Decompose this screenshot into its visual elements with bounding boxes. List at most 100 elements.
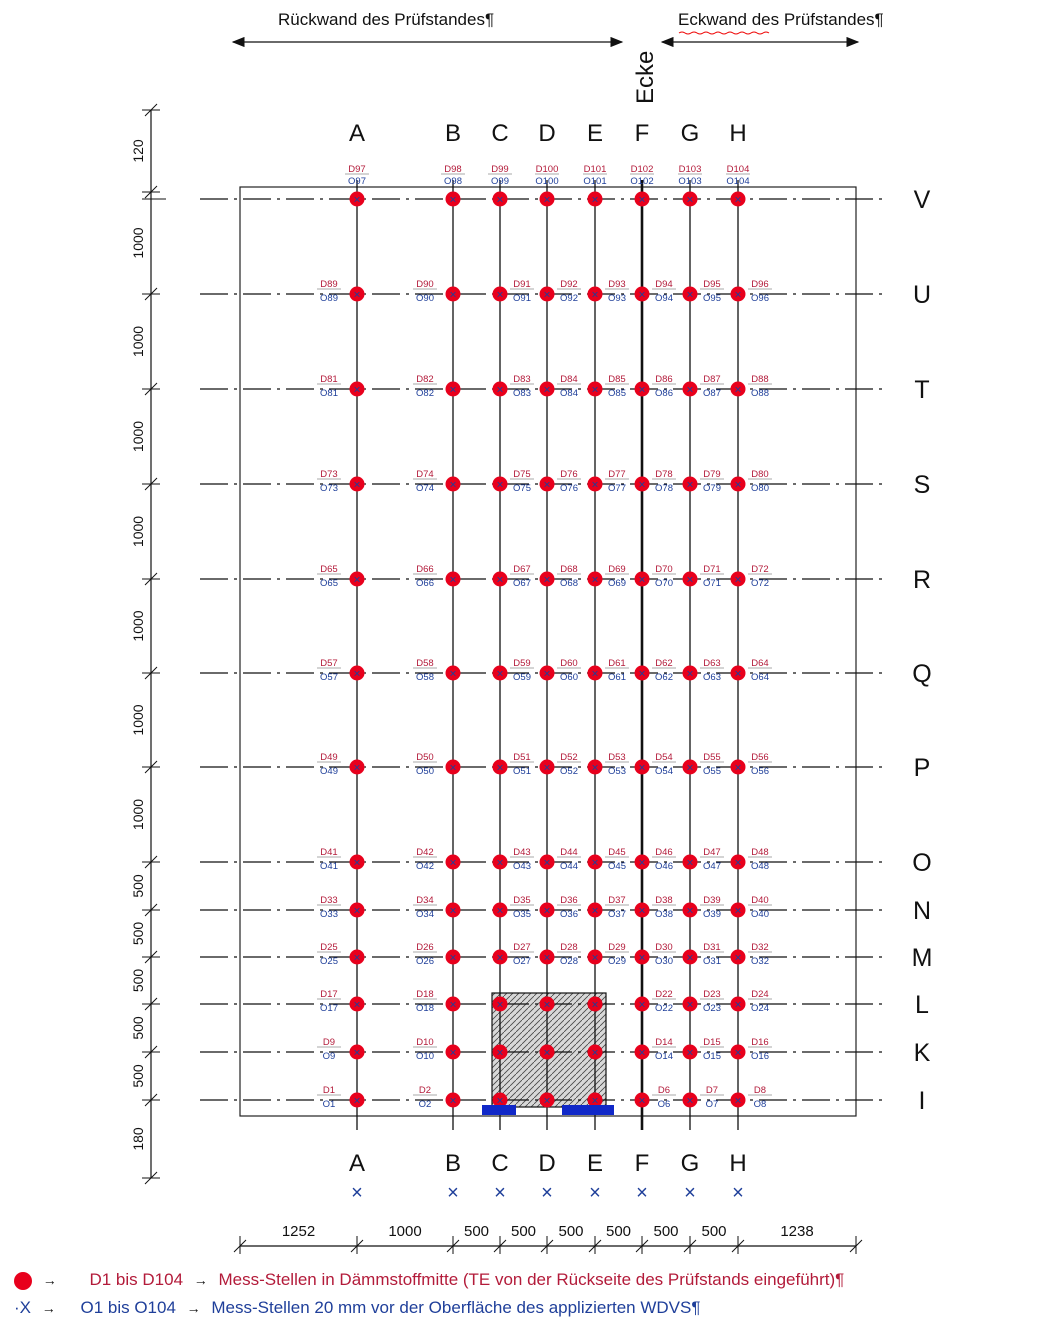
- o-point-label: O25: [320, 956, 338, 967]
- d-point-label: D31: [703, 942, 720, 953]
- row-label: K: [914, 1039, 931, 1067]
- o-point-label: O87: [703, 388, 721, 399]
- measurement-point: [445, 854, 461, 870]
- point-x-mark: ×: [353, 1094, 360, 1108]
- point-x-mark: ×: [591, 904, 598, 918]
- o-point-label: O15: [703, 1051, 721, 1062]
- o-point-label: O7: [706, 1099, 719, 1110]
- o-point-label: O91: [513, 293, 531, 304]
- d-point-label: D55: [703, 752, 720, 763]
- legend-d-range: D1 bis D104: [89, 1270, 184, 1289]
- point-x-mark: ×: [449, 383, 456, 397]
- o-point-label: O99: [491, 176, 509, 187]
- row-label: N: [913, 897, 931, 925]
- measurement-point: [682, 191, 698, 207]
- measurement-point: [634, 286, 650, 302]
- o-point-label: O64: [751, 672, 769, 683]
- left-dimension-slash: [144, 1045, 158, 1059]
- point-x-mark: ×: [543, 478, 550, 492]
- legend-line-o: ·X → O1 bis O104 → Mess-Stellen 20 mm vo…: [14, 1298, 701, 1318]
- d-point-label: D72: [751, 564, 768, 575]
- d-point-label: D82: [416, 374, 433, 385]
- point-x-mark: ×: [734, 667, 741, 681]
- left-dimension-slash: [144, 477, 158, 491]
- point-x-mark: ×: [353, 667, 360, 681]
- point-x-mark: ×: [686, 667, 693, 681]
- point-x-mark: ×: [591, 998, 598, 1012]
- bottom-dimension-value: 500: [511, 1223, 536, 1240]
- d-point-label: D22: [655, 989, 672, 1000]
- bottom-dimension-slash: [540, 1239, 554, 1253]
- o-point-label: O22: [655, 1003, 673, 1014]
- d-point-label: D74: [416, 469, 433, 480]
- left-dimension-value: 500: [130, 874, 146, 898]
- left-dimension-slash: [144, 572, 158, 586]
- measurement-point: [539, 381, 555, 397]
- d-point-label: D95: [703, 279, 720, 290]
- o-point-label: O65: [320, 578, 338, 589]
- column-label-top: F: [635, 120, 650, 147]
- measurement-point: [349, 381, 365, 397]
- base-bar-left: [482, 1105, 516, 1115]
- measurement-point: [492, 1044, 508, 1060]
- d-point-label: D6: [658, 1085, 670, 1096]
- measurement-point: [730, 381, 746, 397]
- d-point-label: D90: [416, 279, 433, 290]
- o-point-label: O79: [703, 483, 721, 494]
- left-dimension-value: 500: [130, 1064, 146, 1088]
- measurement-point: [539, 949, 555, 965]
- o-point-label: O59: [513, 672, 531, 683]
- point-x-mark: ×: [638, 288, 645, 302]
- point-x-mark: ×: [353, 1046, 360, 1060]
- bottom-dimension-slash: [350, 1239, 364, 1253]
- point-x-mark: ×: [353, 478, 360, 492]
- measurement-point: [349, 996, 365, 1012]
- o-point-label: O41: [320, 861, 338, 872]
- measurement-point: [730, 476, 746, 492]
- left-dimension-value: 1000: [130, 799, 146, 830]
- point-x-mark: ×: [496, 904, 503, 918]
- d-point-label: D23: [703, 989, 720, 1000]
- o-point-label: O23: [703, 1003, 721, 1014]
- bottom-dimension-value: 1238: [780, 1223, 813, 1240]
- column-label-top: D: [538, 120, 555, 147]
- column-label-bottom: C: [491, 1150, 508, 1177]
- measurement-point: [730, 571, 746, 587]
- left-dimension-slash: [144, 855, 158, 869]
- point-x-mark: ×: [591, 573, 598, 587]
- measurement-point: [587, 476, 603, 492]
- point-x-mark: ×: [638, 1094, 645, 1108]
- o-point-label: O78: [655, 483, 673, 494]
- point-x-mark: ×: [496, 288, 503, 302]
- measurement-point: [539, 571, 555, 587]
- d-point-label: D38: [655, 895, 672, 906]
- measurement-point: [445, 996, 461, 1012]
- left-dimension-value: 1000: [130, 516, 146, 547]
- measurement-point: [634, 381, 650, 397]
- measurement-point: [682, 665, 698, 681]
- measurement-point: [539, 1092, 555, 1108]
- o-point-label: O42: [416, 861, 434, 872]
- measurement-point: [730, 1044, 746, 1060]
- point-x-mark: ×: [353, 998, 360, 1012]
- column-label-bottom: G: [681, 1150, 700, 1177]
- point-x-mark: ×: [496, 667, 503, 681]
- d-point-label: D15: [703, 1037, 720, 1048]
- o-point-label: O74: [416, 483, 434, 494]
- o-point-label: O50: [416, 766, 434, 777]
- d-point-label: D28: [560, 942, 577, 953]
- d-point-label: D42: [416, 847, 433, 858]
- d-point-label: D39: [703, 895, 720, 906]
- point-x-mark: ×: [543, 193, 550, 207]
- row-label: S: [914, 471, 931, 499]
- o-point-label: O60: [560, 672, 578, 683]
- specimen-outline: [239, 186, 857, 1117]
- point-x-mark: ×: [591, 288, 598, 302]
- column-label-top: G: [681, 120, 700, 147]
- point-x-mark: ×: [686, 761, 693, 775]
- point-x-mark: ×: [734, 904, 741, 918]
- row-label: T: [914, 376, 929, 404]
- o-point-label: O76: [560, 483, 578, 494]
- point-x-mark: ×: [638, 904, 645, 918]
- outer-x-mark: ×: [636, 1182, 648, 1204]
